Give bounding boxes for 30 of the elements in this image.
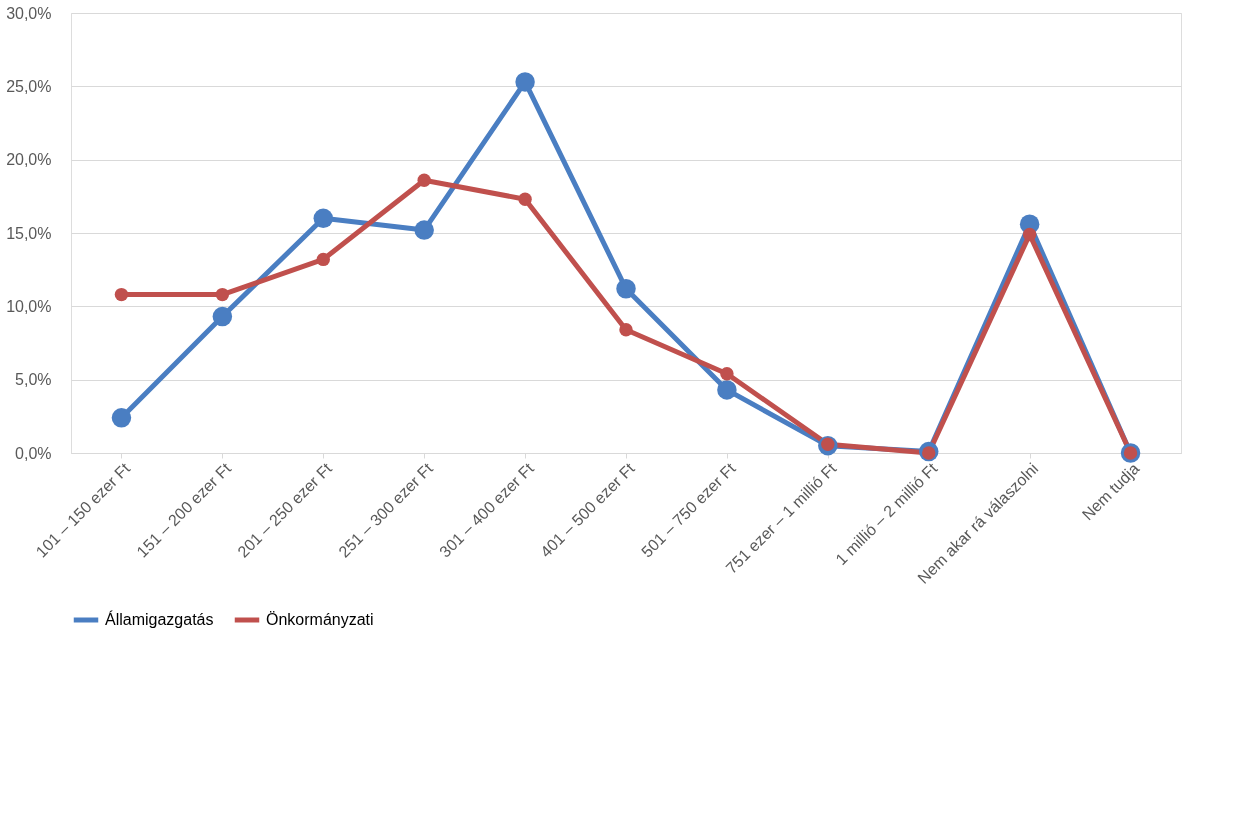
y-tick-label: 25,0% <box>6 77 52 95</box>
y-tick-label: 20,0% <box>6 151 52 169</box>
y-tick-label: 5,0% <box>15 371 52 389</box>
point <box>114 287 129 302</box>
y-tick-label: 0,0% <box>15 444 52 462</box>
point <box>414 220 434 240</box>
y-tick-label: 10,0% <box>6 297 52 315</box>
x-tick-label: 201 – 250 ezer Ft <box>234 459 336 561</box>
point <box>313 208 334 229</box>
point <box>1022 227 1037 242</box>
x-tick-label: 251 – 300 ezer Ft <box>335 459 437 561</box>
point <box>212 306 233 327</box>
x-tick-label: 151 – 200 ezer Ft <box>133 459 235 561</box>
x-tick-label: 101 – 150 ezer Ft <box>32 459 134 561</box>
point <box>720 367 734 381</box>
y-tick-label: 15,0% <box>6 224 52 242</box>
point <box>717 380 737 400</box>
y-tick-label: 30,0% <box>6 4 52 22</box>
point <box>515 72 535 92</box>
point <box>111 408 132 428</box>
point <box>417 173 431 187</box>
point <box>316 252 330 267</box>
legend-label: Önkormányzati <box>266 611 374 628</box>
point <box>616 279 636 299</box>
legend-label: Államigazgatás <box>105 610 214 628</box>
point <box>518 192 532 206</box>
point <box>619 323 633 337</box>
x-tick-label: 301 – 400 ezer Ft <box>436 459 538 561</box>
x-tick-label: 401 – 500 ezer Ft <box>537 459 639 561</box>
point <box>215 287 230 302</box>
